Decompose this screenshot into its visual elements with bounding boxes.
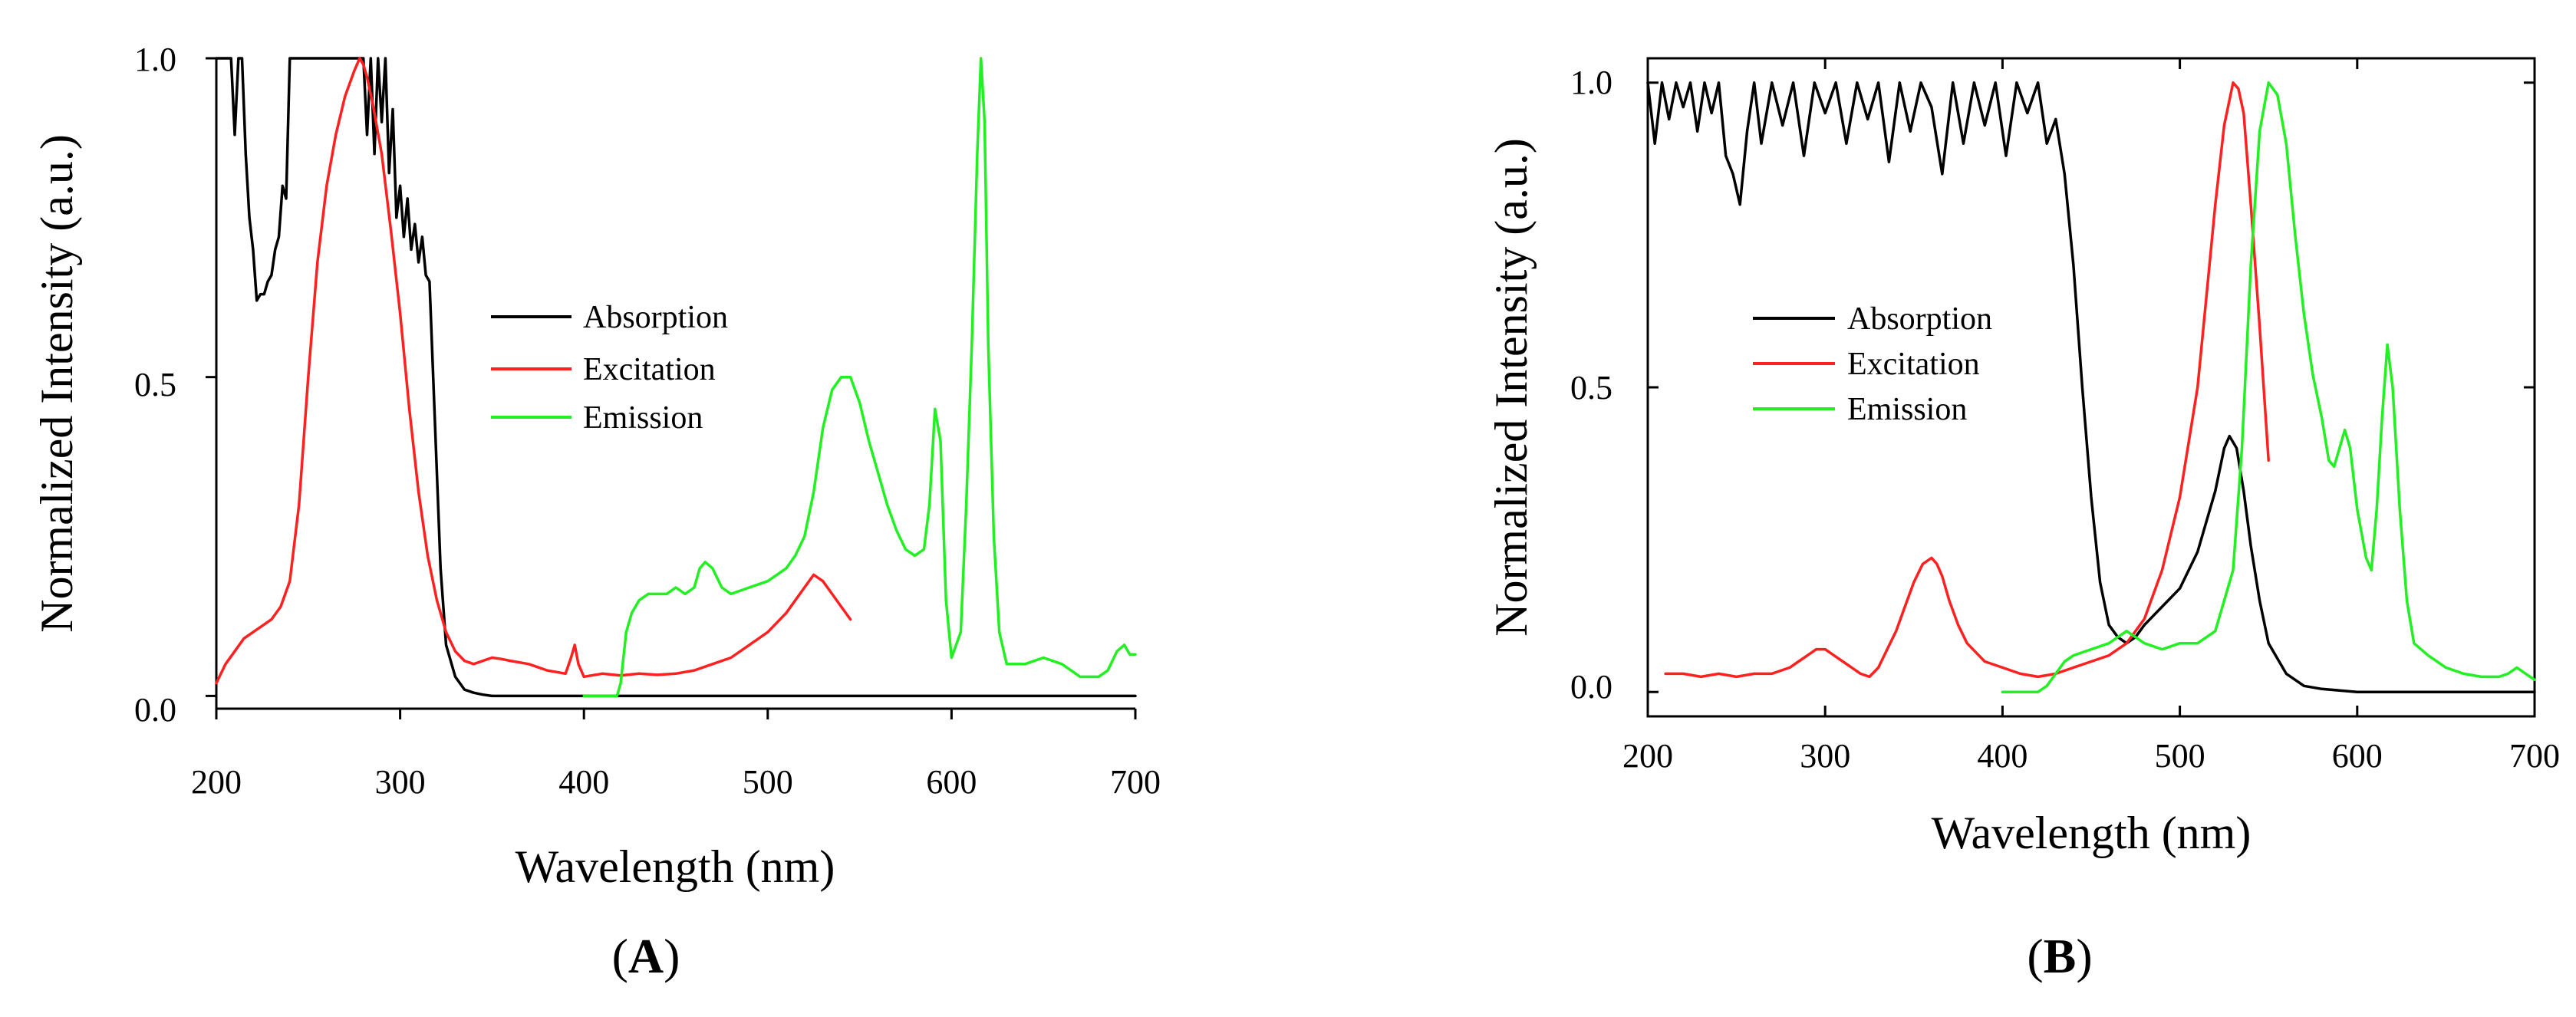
panel-b-xtick-label: 400 bbox=[1977, 737, 2028, 775]
panel-a-xtick-label: 600 bbox=[926, 763, 977, 801]
panel-b-chart: 200 300 400 500 600 700 0.0 0.5 1.0 Wave… bbox=[1486, 57, 2560, 983]
panel-a-legend: Absorption Excitation Emission bbox=[491, 300, 728, 436]
panel-b-xtick-label: 200 bbox=[1622, 737, 1673, 775]
panel-b-xtick-label: 300 bbox=[1800, 737, 1850, 775]
panel-b-ytick-label: 1.0 bbox=[1570, 64, 1612, 101]
panel-b-x-axis-label: Wavelength (nm) bbox=[1932, 808, 2252, 858]
panel-b-series-emission bbox=[2001, 81, 2536, 693]
panel-a-series-absorption bbox=[215, 57, 1137, 698]
panel-b-xtick-label: 700 bbox=[2509, 737, 2560, 775]
panel-b-label-close: ) bbox=[2076, 929, 2092, 983]
panel-b-label: (B) bbox=[2027, 929, 2092, 983]
panel-b-legend-label-emission: Emission bbox=[1847, 392, 1967, 427]
panel-b-legend-label-absorption: Absorption bbox=[1847, 301, 1992, 337]
panel-a-xtick-label: 300 bbox=[375, 763, 426, 801]
panel-a-label-open: ( bbox=[612, 929, 628, 983]
panel-a-series-emission bbox=[582, 57, 1137, 698]
panel-a-x-axis-label: Wavelength (nm) bbox=[516, 841, 835, 892]
panel-a-legend-label-emission: Emission bbox=[583, 400, 703, 436]
panel-b-legend: Absorption Excitation Emission bbox=[1753, 301, 1992, 427]
panel-a-ytick-label: 0.5 bbox=[134, 366, 176, 403]
panel-b-ytick-label: 0.5 bbox=[1570, 369, 1612, 406]
panel-b-y-axis-label: Normalized Intensity (a.u.) bbox=[1486, 138, 1537, 637]
panel-b-frame bbox=[1646, 57, 2536, 718]
panel-a-y-axis-label: Normalized Intensity (a.u.) bbox=[31, 134, 82, 633]
panel-a-tick-marks bbox=[206, 57, 1137, 719]
panel-b-xtick-label: 500 bbox=[2155, 737, 2205, 775]
panel-b-label-letter: B bbox=[2044, 929, 2077, 983]
panel-a-label-close: ) bbox=[664, 929, 680, 983]
panel-b-xtick-label: 600 bbox=[2332, 737, 2383, 775]
panel-a-xtick-label: 700 bbox=[1110, 763, 1161, 801]
panel-b-series-absorption bbox=[1646, 81, 2536, 693]
panel-a-ytick-label: 1.0 bbox=[134, 41, 176, 78]
panel-b-legend-label-excitation: Excitation bbox=[1847, 347, 1980, 382]
panel-a-chart: 200 300 400 500 600 700 0.0 0.5 1.0 Wave… bbox=[31, 41, 1161, 983]
panel-b-label-open: ( bbox=[2027, 929, 2043, 983]
panel-a-label: (A) bbox=[612, 929, 680, 983]
panel-a-ytick-label: 0.0 bbox=[134, 691, 176, 729]
panel-b-tick-marks bbox=[1646, 58, 2536, 716]
panel-b-series-excitation bbox=[1664, 81, 2270, 679]
panel-a-legend-label-absorption: Absorption bbox=[583, 300, 728, 335]
panel-a-series-group bbox=[215, 57, 1137, 698]
panel-a-label-letter: A bbox=[628, 929, 664, 983]
panel-b-series-group bbox=[1646, 81, 2536, 693]
panel-a-xtick-label: 500 bbox=[743, 763, 793, 801]
panel-a-legend-label-excitation: Excitation bbox=[583, 352, 716, 387]
panel-a-xtick-label: 200 bbox=[191, 763, 242, 801]
panel-a-series-excitation bbox=[215, 57, 852, 685]
panel-a-xtick-label: 400 bbox=[558, 763, 609, 801]
panel-b-ytick-label: 0.0 bbox=[1570, 668, 1612, 706]
